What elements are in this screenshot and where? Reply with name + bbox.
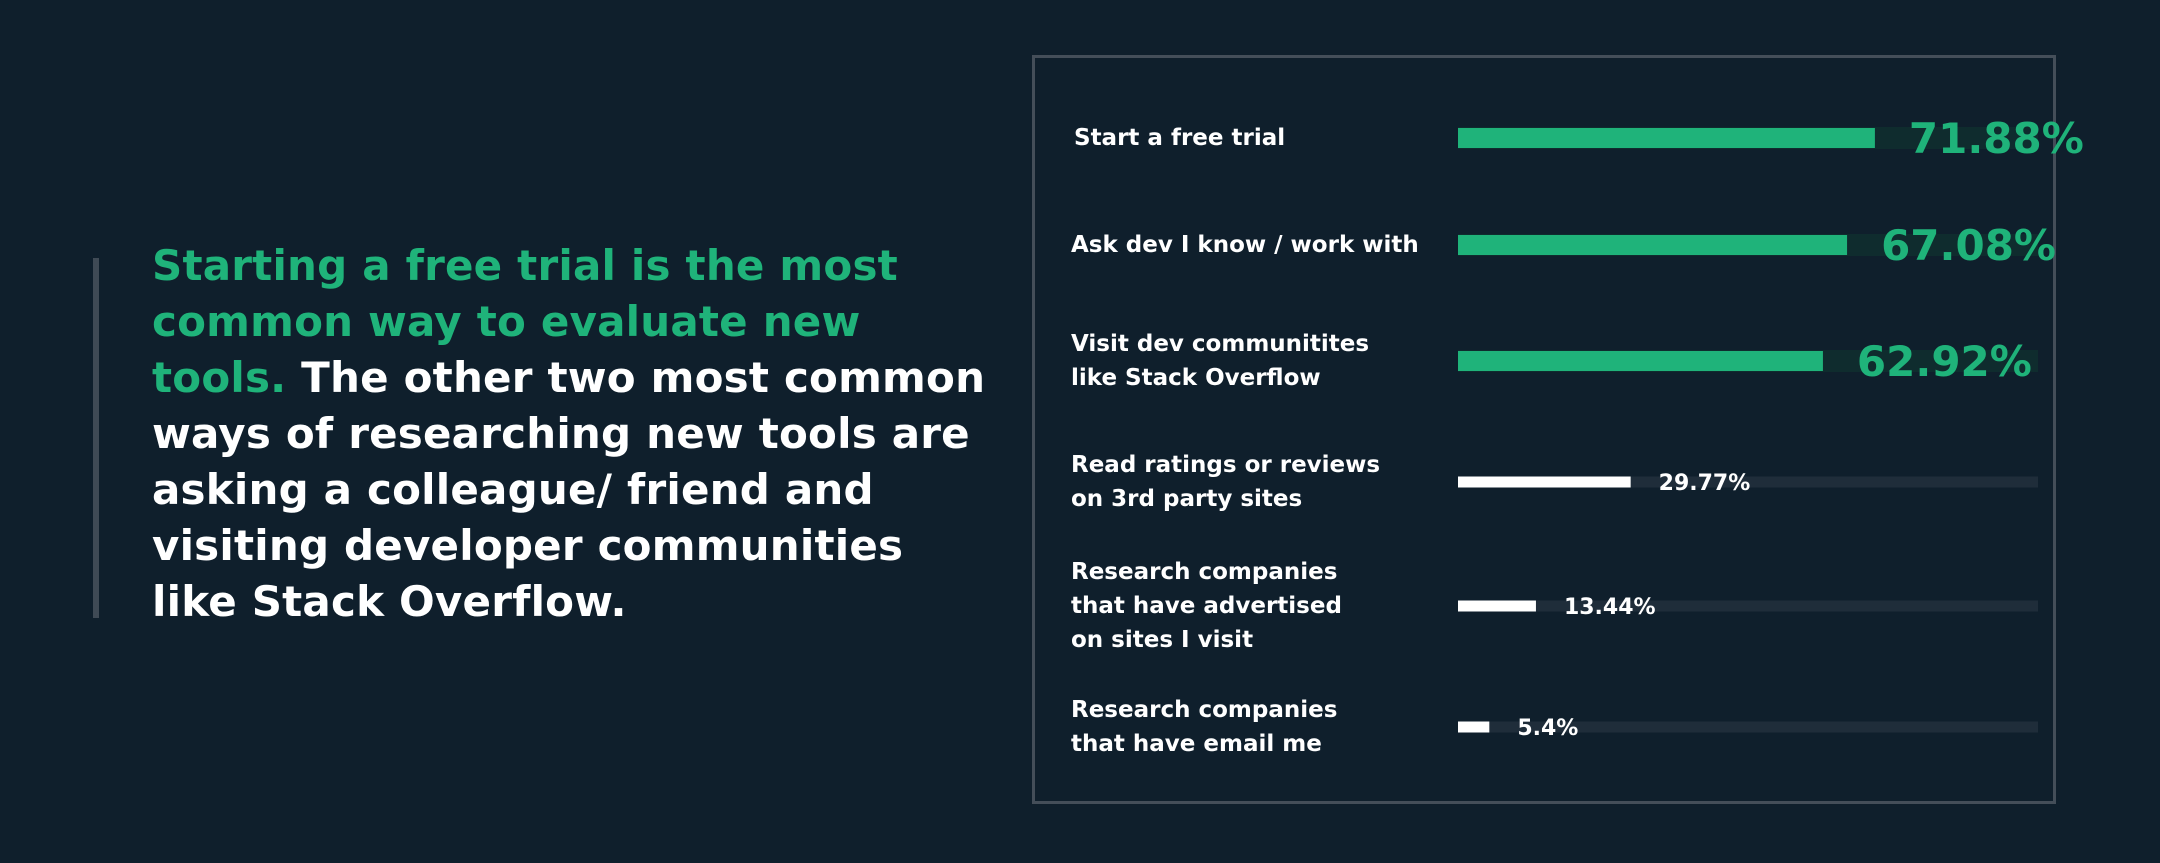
bar-track bbox=[1458, 721, 2038, 733]
category-label: Ask dev I know / work with bbox=[1071, 232, 1419, 258]
bar-value-label: 29.77% bbox=[1659, 471, 1751, 496]
bar bbox=[1458, 128, 1875, 148]
bar-value-label: 13.44% bbox=[1564, 595, 1656, 620]
bar-value-label: 67.08% bbox=[1881, 221, 2056, 270]
category-label: Research companies that have advertised … bbox=[1071, 559, 1342, 653]
bar-track bbox=[1458, 600, 2038, 612]
bar-value-label: 62.92% bbox=[1857, 337, 2032, 386]
bar bbox=[1458, 235, 1848, 255]
category-label: Read ratings or reviews on 3rd party sit… bbox=[1071, 452, 1381, 512]
bar-value-label: 71.88% bbox=[1909, 114, 2084, 163]
chart-panel: 71.88% 67.08% 62.92% 29.77% 13.44% 5.4% Start… bbox=[1032, 55, 2084, 804]
headline-accent-text: Starting a free trial is the most common… bbox=[152, 241, 898, 402]
bar bbox=[1458, 600, 1536, 612]
headline: Starting a free trial is the most common… bbox=[152, 238, 1002, 630]
category-label: Visit dev communitites like Stack Overfl… bbox=[1071, 331, 1370, 391]
bar bbox=[1458, 351, 1823, 371]
category-label: Start a free trial bbox=[1074, 125, 1286, 151]
category-label: Research companies that have email me bbox=[1071, 697, 1338, 757]
bar-value-label: 5.4% bbox=[1517, 716, 1578, 741]
bar bbox=[1458, 721, 1490, 733]
headline-body-text: The other two most common ways of resear… bbox=[152, 353, 986, 626]
quote-rule bbox=[93, 258, 99, 618]
bar bbox=[1458, 476, 1631, 488]
bar-chart: 71.88% 67.08% 62.92% 29.77% 13.44% 5.4% bbox=[1458, 114, 2084, 741]
bar-track bbox=[1458, 476, 2038, 488]
